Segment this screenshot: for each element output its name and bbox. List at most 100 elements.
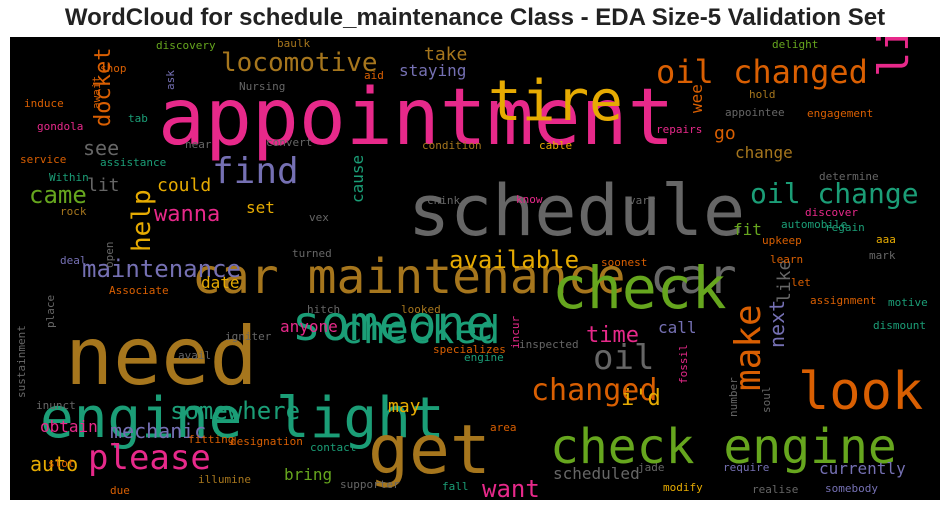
word-29: docket — [91, 48, 116, 127]
word-42: staying — [399, 61, 466, 80]
word-126: require — [723, 461, 769, 474]
word-82: chink — [427, 194, 460, 207]
word-50: anyone — [280, 317, 338, 336]
word-19: oil change — [750, 177, 919, 210]
word-cloud: appointment schedule tire car maintenance ca… — [10, 37, 940, 500]
word-87: upkeep — [762, 234, 802, 247]
word-25: want — [482, 475, 540, 500]
word-124: realise — [752, 483, 798, 496]
word-9: check engine — [550, 419, 897, 475]
word-61: hold — [749, 88, 776, 101]
word-40: like — [774, 260, 795, 303]
word-39: next — [765, 300, 789, 348]
word-120: supporter — [340, 478, 400, 491]
word-121: fall — [442, 480, 469, 493]
word-43: take — [424, 44, 467, 65]
word-84: vary — [629, 194, 656, 207]
word-59: shop — [100, 62, 127, 75]
word-65: induce — [24, 97, 64, 110]
word-95: let — [791, 276, 811, 289]
word-14: find — [212, 151, 299, 192]
word-31: i'd — [621, 386, 661, 411]
word-49: obtain — [40, 417, 98, 436]
word-74: determine — [819, 170, 879, 183]
word-15: checked — [340, 308, 500, 352]
word-68: gondola — [37, 120, 83, 133]
word-6: engine light — [40, 386, 445, 451]
word-24: maintenance — [82, 255, 241, 283]
word-69: repairs — [656, 123, 702, 136]
word-34: could — [157, 175, 211, 196]
word-1: schedule — [408, 170, 745, 252]
word-63: appointee — [725, 106, 785, 119]
word-115: designation — [230, 435, 303, 448]
word-53: fit — [733, 220, 762, 239]
word-104: fossil — [677, 344, 690, 384]
word-72: condition — [422, 139, 482, 152]
word-83: know — [516, 193, 543, 206]
word-79: open — [103, 242, 116, 269]
word-57: aid — [364, 69, 384, 82]
word-54: call — [658, 318, 697, 337]
word-66: tab — [128, 112, 148, 125]
word-103: inspected — [519, 338, 579, 351]
word-80: deal — [60, 254, 87, 267]
word-110: number — [727, 377, 740, 417]
word-75: service — [20, 153, 66, 166]
word-101: dismount — [873, 319, 926, 332]
word-5: need — [65, 310, 258, 403]
word-119: illumine — [198, 473, 251, 486]
word-18: locomotive — [221, 48, 378, 78]
word-55: discovery — [156, 39, 216, 52]
word-13: oil changed — [656, 53, 868, 91]
word-106: engine — [464, 351, 504, 364]
word-51: date — [201, 273, 240, 292]
word-89: aaa — [876, 233, 896, 246]
word-33: auto — [30, 452, 78, 476]
word-0: appointment — [158, 73, 675, 163]
word-99: igniter — [225, 330, 272, 343]
word-105: avail — [178, 349, 211, 362]
word-23: somewhere — [170, 397, 300, 425]
word-36: lit — [87, 175, 120, 196]
word-44: go — [714, 123, 736, 144]
word-108: sustainment — [15, 325, 28, 398]
word-60: ask — [164, 70, 177, 90]
word-30: mechanic — [110, 419, 206, 443]
word-47: scheduled — [553, 464, 640, 483]
word-48: bring — [284, 465, 332, 484]
word-26: came — [29, 181, 87, 209]
word-45: wee — [687, 84, 706, 113]
word-113: soul — [760, 387, 773, 414]
word-27: available — [449, 246, 579, 274]
word-86: regain — [825, 221, 865, 234]
word-92: learn — [770, 253, 803, 266]
word-73: cable — [539, 139, 572, 152]
word-52: change — [735, 143, 793, 162]
word-21: oil — [593, 338, 654, 378]
word-41: may — [388, 396, 421, 417]
word-81: vex — [309, 211, 329, 224]
word-62: Nursing — [239, 80, 285, 93]
word-22: changed — [531, 373, 657, 408]
word-71: convert — [266, 136, 312, 149]
word-17: please — [88, 438, 211, 478]
word-125: somebody — [825, 482, 878, 495]
word-76: assistance — [100, 156, 166, 169]
word-70: near — [185, 138, 212, 151]
word-94: Associate — [109, 284, 169, 297]
word-35: see — [83, 136, 119, 160]
word-77: Within — [49, 171, 89, 184]
word-4: car — [650, 249, 737, 305]
word-56: baulk — [277, 37, 310, 50]
word-122: jade — [638, 461, 665, 474]
word-58: delight — [772, 38, 818, 51]
word-102: place — [44, 295, 57, 328]
chart-title: WordCloud for schedule_maintenance Class… — [64, 4, 886, 31]
word-123: modify — [663, 481, 703, 494]
word-96: hitch — [307, 303, 340, 316]
word-8: check — [552, 254, 727, 322]
word-111: inunct — [36, 399, 76, 412]
word-117: slot — [48, 457, 75, 470]
word-112: area — [490, 421, 517, 434]
